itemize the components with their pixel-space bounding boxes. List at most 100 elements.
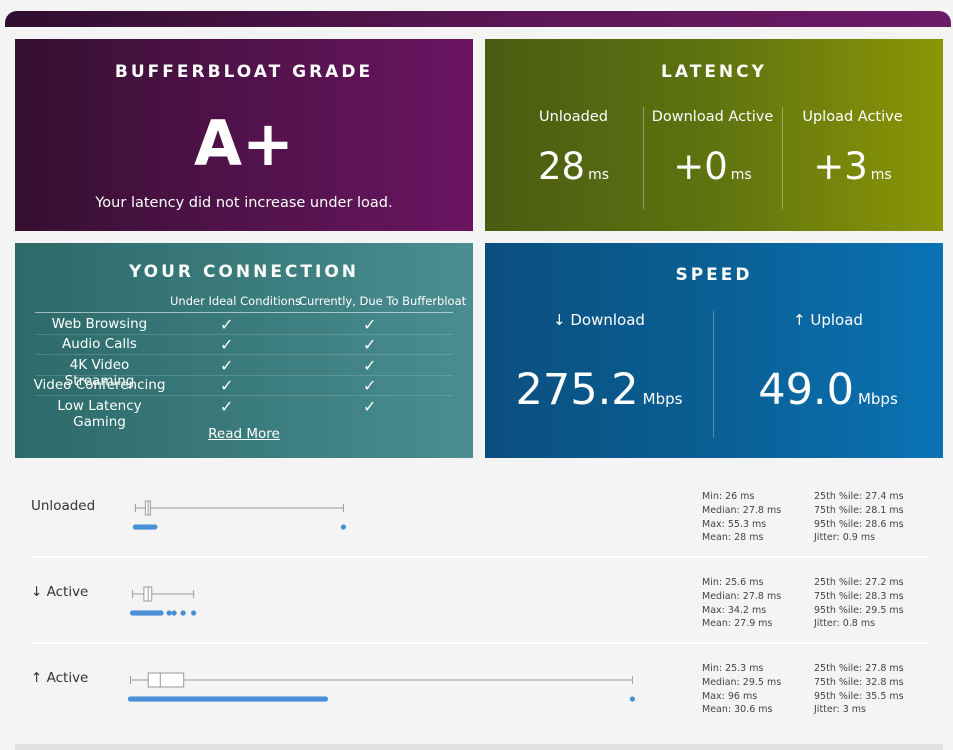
latency-value: +0 <box>673 145 728 188</box>
divider <box>782 107 783 209</box>
stat-value: Min: 26 ms <box>702 491 755 502</box>
check-icon: ✓ <box>220 315 234 334</box>
sample-dot <box>322 696 329 702</box>
check-icon: ✓ <box>363 397 377 416</box>
stat-value: Median: 27.8 ms <box>702 504 782 516</box>
stats-left: Min: 26 ms Median: 27.8 ms Max: 55.3 ms Mea… <box>702 490 781 545</box>
latency-value: 28 <box>537 145 586 188</box>
stat-row-label: Unloaded <box>31 498 96 514</box>
column-header-ideal: Under Ideal Conditions <box>170 294 301 308</box>
speed-title: SPEED <box>675 265 753 285</box>
row-separator <box>35 375 453 376</box>
grade-letter: A+ <box>194 107 294 180</box>
bottom-strip <box>15 744 943 750</box>
check-icon: ✓ <box>220 376 234 395</box>
stat-value: Max: 96 ms <box>702 690 758 702</box>
latency-boxplot <box>132 500 347 530</box>
stats-left: Min: 25.3 ms Median: 29.5 ms Max: 96 ms Mea… <box>702 662 781 717</box>
stat-value: Jitter: 0.9 ms <box>814 532 876 544</box>
sample-dot <box>166 610 172 616</box>
header-bar <box>5 11 951 27</box>
upload-label: ↑ Upload <box>793 311 863 329</box>
sample-dot <box>191 610 197 616</box>
speed-card: SPEED ↓ Download 275.2 Mbps ↑ Upload 49.0… <box>485 243 943 458</box>
latency-label: Unloaded <box>539 109 608 125</box>
activity-label: Low Latency Gaming <box>57 398 142 430</box>
stat-value: 95th %ile: 29.5 ms <box>814 604 904 616</box>
stat-value: Min: 25.3 ms <box>702 663 764 674</box>
activity-label: Web Browsing <box>51 316 148 332</box>
grade-title: BUFFERBLOAT GRADE <box>114 62 374 82</box>
connection-row: Audio Calls ✓ ✓ <box>35 335 453 355</box>
latency-boxplot <box>127 672 636 702</box>
stat-row-label: ↓ Active <box>31 584 89 600</box>
stat-value: 25th %ile: 27.4 ms <box>814 491 904 502</box>
latency-unloaded: Unloaded 28 ms <box>504 101 643 211</box>
check-icon: ✓ <box>363 315 377 334</box>
stat-value: Mean: 30.6 ms <box>702 704 773 716</box>
stat-value: 25th %ile: 27.8 ms <box>814 663 904 674</box>
latency-boxplot <box>129 586 197 616</box>
latency-distribution-section: Unloaded Min: 26 ms Median: 27.8 ms Max: 55… <box>15 458 943 750</box>
sample-dot <box>180 610 186 616</box>
bufferbloat-grade-card: BUFFERBLOAT GRADE A+ Your latency did no… <box>15 39 473 231</box>
stat-row-label: ↑ Active <box>31 670 89 686</box>
latency-unit: ms <box>870 167 892 183</box>
connection-row: Web Browsing ✓ ✓ <box>35 315 453 335</box>
latency-value: +3 <box>813 145 868 188</box>
latency-label: Download Active <box>651 109 774 125</box>
row-separator <box>35 395 453 396</box>
your-connection-card: YOUR CONNECTION Under Ideal Conditions C… <box>15 243 473 458</box>
divider <box>643 107 644 209</box>
stat-value: Mean: 28 ms <box>702 532 764 544</box>
stat-value: Median: 29.5 ms <box>702 676 782 688</box>
download-unit: Mbps <box>642 390 683 408</box>
column-header-current: Currently, Due To Bufferbloat <box>299 294 467 308</box>
latency-download-active: Download Active +0 ms <box>643 101 782 211</box>
latency-upload-active: Upload Active +3 ms <box>783 101 922 211</box>
stats-right: 25th %ile: 27.4 ms 75th %ile: 28.1 ms 95th… <box>814 490 904 545</box>
stat-value: Jitter: 0.8 ms <box>814 618 876 630</box>
stats-right: 25th %ile: 27.2 ms 75th %ile: 28.3 ms 95th… <box>814 576 904 631</box>
stats-right: 25th %ile: 27.8 ms 75th %ile: 32.8 ms 95th… <box>814 662 904 717</box>
stats-left: Min: 25.6 ms Median: 27.8 ms Max: 34.2 ms M… <box>702 576 781 631</box>
boxplot-box <box>147 672 185 688</box>
read-more-link[interactable]: Read More <box>208 426 280 442</box>
connection-row: Low Latency Gaming ✓ ✓ <box>35 397 453 430</box>
sample-dot <box>340 524 347 530</box>
header-divider <box>35 312 453 313</box>
connection-row: 4K Video Streaming ✓ ✓ <box>35 356 453 389</box>
latency-unit: ms <box>588 167 610 183</box>
stat-value: Max: 34.2 ms <box>702 604 767 616</box>
latency-card: LATENCY Unloaded 28 ms Download Active +0… <box>485 39 943 231</box>
stat-value: Jitter: 3 ms <box>814 704 866 716</box>
check-icon: ✓ <box>220 397 234 416</box>
check-icon: ✓ <box>220 335 234 354</box>
download-speed: ↓ Download 275.2 Mbps <box>485 311 713 415</box>
row-separator <box>35 334 453 335</box>
sample-dot <box>171 610 177 616</box>
grade-message: Your latency did not increase under load… <box>95 195 393 211</box>
row-divider <box>31 556 928 558</box>
latency-unit: ms <box>730 167 752 183</box>
stat-value: 75th %ile: 28.1 ms <box>814 504 904 516</box>
stat-value: Min: 25.6 ms <box>702 577 764 588</box>
row-divider <box>31 642 928 644</box>
row-separator <box>35 354 453 355</box>
download-value: 275.2 <box>515 365 639 415</box>
activity-label: Audio Calls <box>62 336 137 352</box>
upload-value: 49.0 <box>758 365 854 415</box>
check-icon: ✓ <box>363 335 377 354</box>
download-label: ↓ Download <box>553 311 645 329</box>
activity-label: 4K Video Streaming <box>64 357 135 389</box>
stat-value: 95th %ile: 28.6 ms <box>814 518 904 530</box>
latency-label: Upload Active <box>802 109 903 125</box>
stat-value: 95th %ile: 35.5 ms <box>814 690 904 702</box>
sample-dot <box>152 524 158 530</box>
upload-unit: Mbps <box>857 390 898 408</box>
latency-title: LATENCY <box>661 62 767 82</box>
divider <box>713 311 714 438</box>
sample-dot <box>629 696 636 702</box>
sample-dot <box>158 610 164 616</box>
stat-value: 75th %ile: 32.8 ms <box>814 676 904 688</box>
